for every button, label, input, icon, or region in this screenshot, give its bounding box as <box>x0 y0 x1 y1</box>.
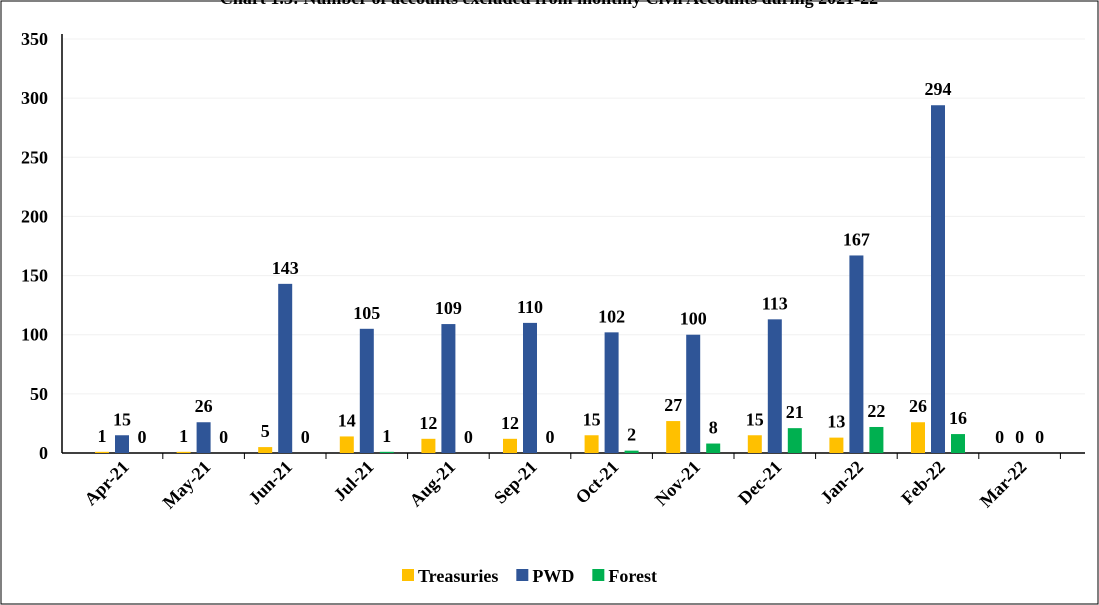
bar <box>951 434 965 453</box>
data-label: 1 <box>98 426 107 446</box>
bar <box>706 443 721 453</box>
data-label: 0 <box>464 427 473 447</box>
legend-swatch <box>402 569 414 581</box>
data-label: 0 <box>138 427 147 447</box>
data-label: 102 <box>598 306 625 326</box>
y-tick-label: 350 <box>21 29 48 49</box>
data-label: 16 <box>949 408 967 428</box>
y-tick-label: 150 <box>21 266 48 286</box>
data-label: 26 <box>909 396 927 416</box>
bar <box>523 322 537 453</box>
bar <box>278 283 293 453</box>
chart-title: Chart 1.3: Number of accounts excluded f… <box>220 0 878 8</box>
data-label: 2 <box>627 425 636 445</box>
data-label: 0 <box>995 427 1004 447</box>
legend-label: Forest <box>608 566 657 586</box>
data-label: 12 <box>419 413 437 433</box>
data-label: 143 <box>272 258 299 278</box>
legend-swatch <box>516 569 529 581</box>
data-label: 0 <box>546 427 555 447</box>
data-label: 22 <box>867 401 885 421</box>
y-tick-label: 50 <box>30 384 48 404</box>
bar <box>115 435 129 453</box>
bar <box>911 422 925 453</box>
bar <box>624 450 639 453</box>
data-label: 5 <box>261 421 270 441</box>
bar <box>931 105 945 454</box>
data-label: 0 <box>219 427 228 447</box>
data-label: 27 <box>664 395 682 415</box>
data-label: 110 <box>517 297 543 317</box>
data-label: 1 <box>382 426 391 446</box>
y-tick-label: 100 <box>21 325 48 345</box>
y-tick-label: 300 <box>21 88 48 108</box>
data-label: 13 <box>827 412 845 432</box>
data-label: 8 <box>709 418 718 438</box>
data-label: 14 <box>338 410 356 430</box>
data-label: 15 <box>746 409 764 429</box>
legend-label: PWD <box>532 566 574 586</box>
legend-label: Treasuries <box>418 566 498 586</box>
bar <box>747 435 762 453</box>
bar <box>421 438 436 453</box>
bar <box>787 428 802 453</box>
bar <box>829 437 844 453</box>
data-label: 167 <box>843 229 870 249</box>
y-tick-label: 200 <box>21 206 48 226</box>
data-label: 100 <box>680 309 707 329</box>
bar <box>176 451 191 453</box>
data-label: 0 <box>1015 427 1024 447</box>
bar <box>379 451 394 453</box>
bar <box>666 421 681 453</box>
data-label: 105 <box>353 303 380 323</box>
bar <box>503 438 517 453</box>
legend-swatch <box>592 569 605 581</box>
bar <box>869 426 884 453</box>
bar <box>686 334 701 453</box>
data-label: 0 <box>301 427 310 447</box>
y-tick-label: 0 <box>39 443 48 463</box>
data-label: 12 <box>501 413 519 433</box>
data-label: 294 <box>925 79 952 99</box>
bar <box>359 328 374 453</box>
bar <box>95 451 109 453</box>
bar <box>339 436 354 453</box>
y-tick-label: 250 <box>21 147 48 167</box>
data-label: 1 <box>179 426 188 446</box>
bar <box>441 324 456 453</box>
data-label: 15 <box>583 409 601 429</box>
bar <box>767 319 782 453</box>
data-label: 21 <box>786 402 804 422</box>
data-label: 15 <box>113 409 131 429</box>
data-label: 113 <box>762 293 788 313</box>
data-label: 109 <box>435 298 462 318</box>
bar <box>584 435 599 453</box>
data-label: 0 <box>1035 427 1044 447</box>
bar <box>258 447 273 453</box>
bar <box>196 422 211 453</box>
data-label: 26 <box>195 396 213 416</box>
bar <box>604 332 619 453</box>
bar <box>849 255 864 453</box>
